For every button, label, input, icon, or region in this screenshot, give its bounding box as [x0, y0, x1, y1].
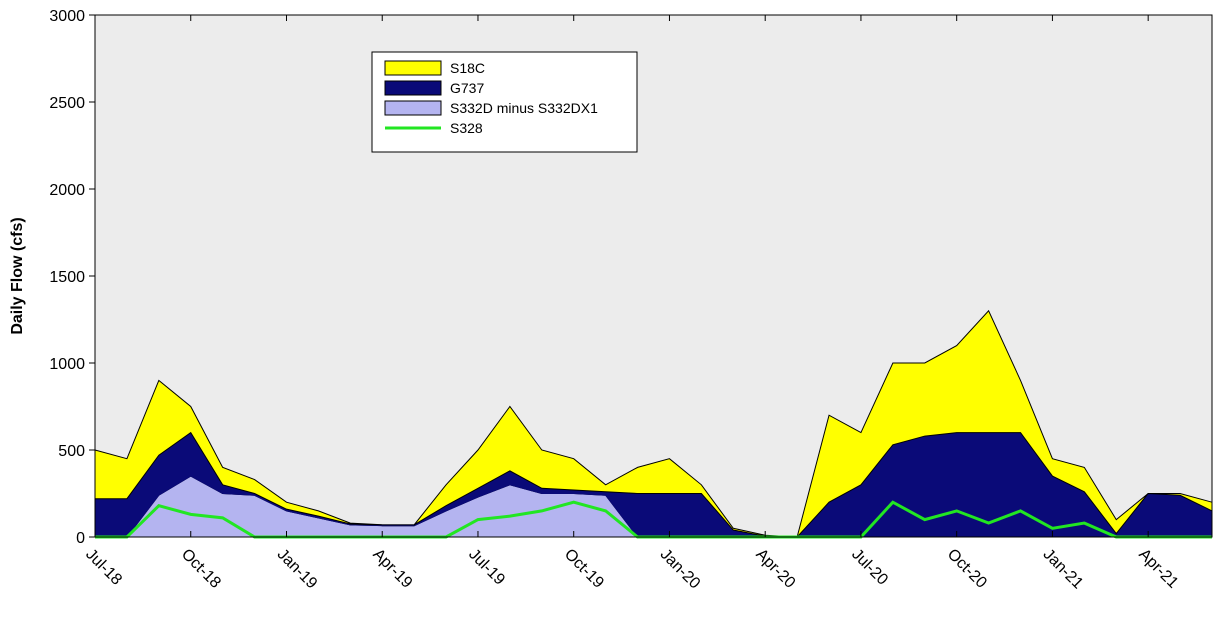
x-tick-label: Jul-20 [848, 546, 891, 589]
x-tick-label: Oct-19 [561, 546, 607, 592]
x-tick-label: Jan-20 [657, 546, 704, 593]
x-tick-label: Jul-19 [465, 546, 508, 589]
x-tick-label: Jan-19 [274, 546, 321, 593]
legend-swatch [384, 60, 442, 76]
y-tick-label: 500 [58, 443, 85, 460]
y-tick-label: 1500 [49, 269, 85, 286]
legend-swatch [384, 80, 442, 96]
x-tick-label: Jul-18 [82, 546, 125, 589]
x-tick-label: Jan-21 [1040, 546, 1087, 593]
legend-label: G737 [450, 80, 484, 96]
y-tick-label: 0 [76, 530, 85, 547]
x-tick-label: Apr-19 [369, 546, 415, 592]
legend-label: S328 [450, 120, 483, 136]
legend-label: S332D minus S332DX1 [450, 100, 598, 116]
y-tick-label: 2500 [49, 95, 85, 112]
x-tick-label: Oct-18 [178, 546, 224, 592]
x-tick-label: Apr-21 [1135, 546, 1181, 592]
x-tick-label: Oct-20 [944, 546, 990, 592]
y-tick-label: 1000 [49, 356, 85, 373]
legend-label: S18C [450, 60, 485, 76]
x-tick-label: Apr-20 [752, 546, 798, 592]
y-axis-label: Daily Flow (cfs) [9, 217, 26, 334]
y-tick-label: 2000 [49, 182, 85, 199]
legend-swatch [384, 100, 442, 116]
y-tick-label: 3000 [49, 8, 85, 25]
